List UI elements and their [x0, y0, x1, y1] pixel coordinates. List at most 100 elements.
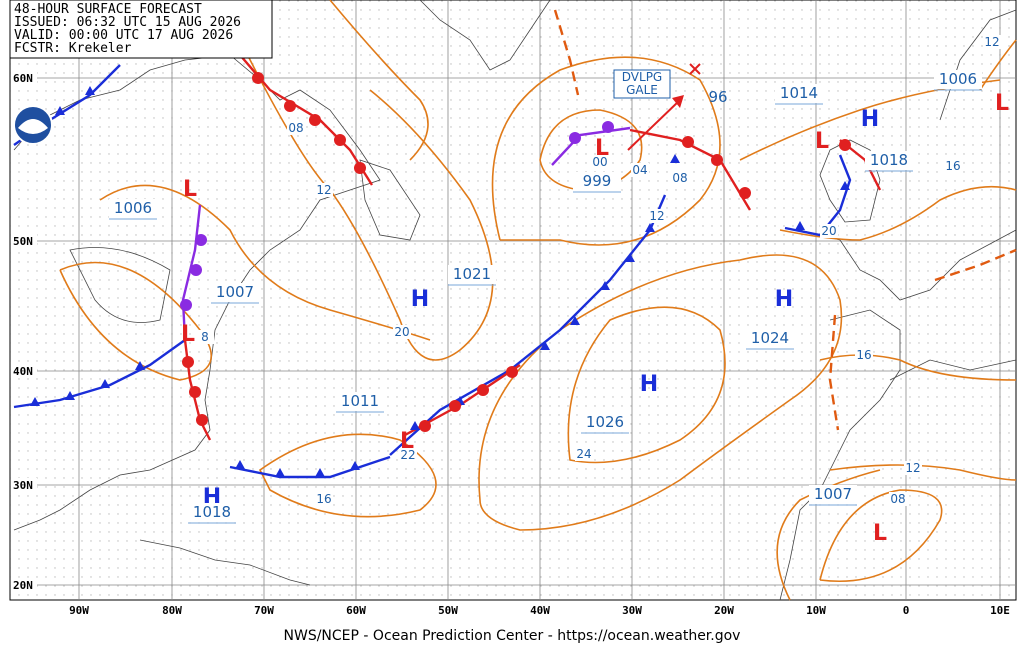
- lon-label: 70W: [254, 604, 274, 617]
- lat-label-box: [11, 71, 37, 85]
- lon-label-box: [250, 603, 278, 617]
- high-symbol: H: [640, 372, 658, 397]
- isobar-label-box: [648, 209, 666, 223]
- cold-front: [229, 455, 391, 479]
- lon-label-box: [526, 603, 554, 617]
- lon-label-box: [892, 603, 920, 617]
- isobar-label-box: [591, 155, 609, 169]
- isobar-label: 00: [592, 155, 607, 169]
- cold-front-triangle: [570, 316, 580, 325]
- low-symbol: L: [815, 129, 829, 154]
- isobar-label-box: [575, 447, 593, 461]
- pressure-label: 1007: [814, 485, 852, 503]
- warm-front-semicircle: [449, 400, 461, 412]
- pressure-label: 1024: [751, 329, 789, 347]
- lat-label: 60N: [13, 72, 33, 85]
- pressure-label: 1006: [939, 70, 977, 88]
- trough: [934, 248, 1017, 282]
- isobar-label-box: [315, 183, 333, 197]
- lon-label: 0: [903, 604, 910, 617]
- front-symbols: [30, 72, 851, 477]
- isobar-label: 12: [984, 35, 999, 49]
- cold-front-triangle: [85, 86, 95, 95]
- cold-front-triangle: [30, 397, 40, 406]
- isobar-label-box: [393, 325, 411, 339]
- pressure-label-box: [865, 151, 913, 170]
- cold-front-triangle: [840, 181, 850, 190]
- header-box: [9, 0, 273, 59]
- lon-label: 40W: [530, 604, 550, 617]
- isobar-label: 24: [576, 447, 591, 461]
- warm-front-semicircle: [334, 134, 346, 146]
- pressure-label: 1026: [586, 413, 624, 431]
- trough: [553, 9, 580, 96]
- gale-arrowhead: [672, 95, 684, 108]
- lon-label-box: [710, 603, 738, 617]
- lon-label: 10E: [990, 604, 1010, 617]
- isobar-label-box: [983, 35, 1001, 49]
- warm-front-semicircle: [739, 187, 751, 199]
- gale-arrow: [627, 99, 681, 151]
- isobar-label: 12: [316, 183, 331, 197]
- isobar-label-box: [671, 171, 689, 185]
- cold-front-triangle: [600, 281, 610, 290]
- isobar-label-box: [196, 330, 214, 344]
- cold-front-triangle: [350, 461, 360, 470]
- warm-front-semicircle: [711, 154, 723, 166]
- lat-label: 50N: [13, 235, 33, 248]
- warm-front-semicircle: [182, 356, 194, 368]
- coastlines: [13, 0, 1017, 601]
- lon-label: 30W: [622, 604, 642, 617]
- isobar-label: 20: [394, 325, 409, 339]
- cold-front-triangle: [235, 460, 245, 469]
- pressure-label-box: [746, 329, 794, 348]
- lon-label-box: [65, 603, 93, 617]
- warm-front-semicircle: [252, 72, 264, 84]
- annotation-box: [613, 69, 671, 99]
- isobar-label-box: [631, 163, 649, 177]
- lon-label-box: [802, 603, 830, 617]
- low-symbol: L: [873, 521, 887, 546]
- low-symbol: L: [595, 136, 609, 161]
- isobar-label: 08: [288, 121, 303, 135]
- warm-front-semicircle: [189, 386, 201, 398]
- lon-label: 60W: [346, 604, 366, 617]
- header-line: VALID: 00:00 UTC 17 AUG 2026: [14, 28, 233, 43]
- occluded-front-symbol: [180, 299, 192, 311]
- pressure-label: 1006: [114, 199, 152, 217]
- lon-label-box: [986, 603, 1014, 617]
- occluded-front: [181, 204, 202, 341]
- lat-label: 20N: [13, 579, 33, 592]
- high-symbol: H: [411, 287, 429, 312]
- occluded-front-symbol: [195, 234, 207, 246]
- low-symbol: L: [400, 429, 414, 454]
- lat-label: 30N: [13, 479, 33, 492]
- lat-label-box: [11, 364, 37, 378]
- isobar-label-box: [287, 121, 305, 135]
- isobar-label-box: [889, 492, 907, 506]
- header-line: FCSTR: Krekeler: [14, 41, 132, 56]
- isobar-label: 08: [672, 171, 687, 185]
- lon-label: 20W: [714, 604, 734, 617]
- low-symbol: L: [181, 322, 195, 347]
- high-symbol: H: [775, 287, 793, 312]
- warm-front-semicircle: [839, 139, 851, 151]
- pressure-label-box: [211, 283, 259, 302]
- pressure-label: 1018: [193, 503, 231, 521]
- noaa-logo: [13, 105, 53, 145]
- pressure-label: 1011: [341, 392, 379, 410]
- cold-front-triangle: [55, 106, 65, 115]
- isobar-label-box: [944, 159, 962, 173]
- low-symbol: L: [183, 177, 197, 202]
- annotation-text: DVLPG: [622, 70, 662, 84]
- isobar-label: 22: [400, 448, 415, 462]
- isobar-label-box: [399, 448, 417, 462]
- lat-label-box: [11, 478, 37, 492]
- cold-front-triangle: [540, 341, 550, 350]
- pressure-label-box: [188, 503, 236, 522]
- cold-front: [784, 154, 852, 237]
- cold-front-triangle: [315, 468, 325, 477]
- isobar-label: 08: [890, 492, 905, 506]
- pressure-label-box: [109, 199, 157, 218]
- header-line: ISSUED: 06:32 UTC 15 AUG 2026: [14, 15, 241, 30]
